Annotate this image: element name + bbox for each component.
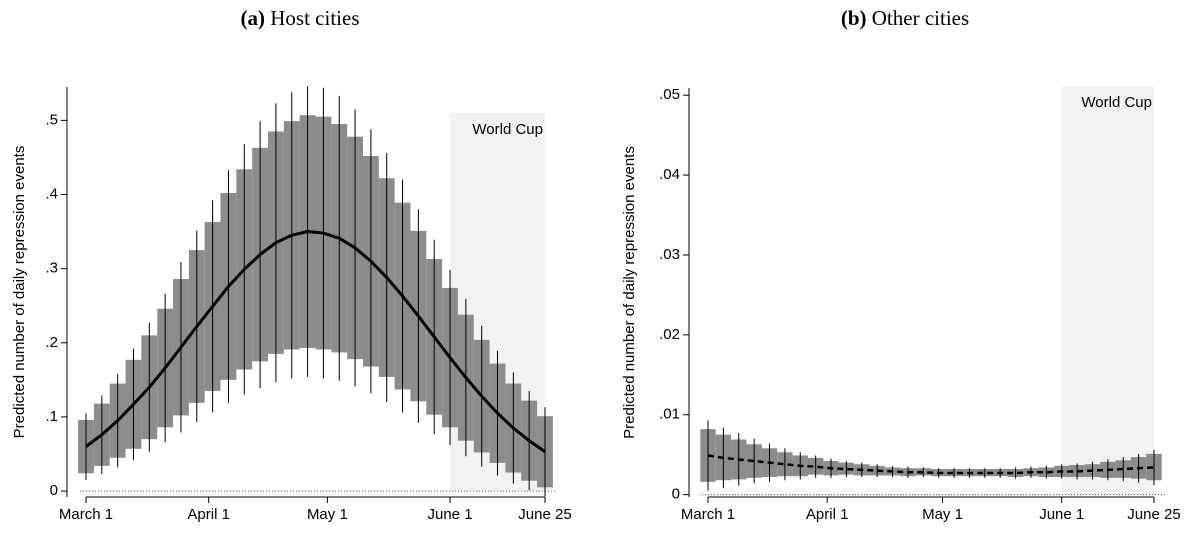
y-tick-label: .03 [659,246,680,263]
x-tick-label: June 25 [518,506,571,523]
y-axis-label: Predicted number of daily repression eve… [11,146,28,439]
annotation: World Cup [472,121,543,138]
x-tick-label: June 25 [1127,506,1180,523]
y-axis-label: Predicted number of daily repression eve… [621,146,638,439]
y-tick-label: .01 [659,406,680,423]
panel-title-text: Other cities [872,6,969,30]
y-tick-label: .4 [45,185,58,202]
world-cup-shade [1061,86,1154,495]
y-tick-label: .1 [45,408,58,425]
x-tick-label: May 1 [922,506,963,523]
y-tick-label: .2 [45,334,58,351]
y-tick-label: 0 [672,486,680,503]
x-tick-label: June 1 [428,506,473,523]
y-tick-label: .05 [659,86,680,103]
x-tick-label: March 1 [681,506,735,523]
annotation: World Cup [1081,94,1152,111]
y-tick-label: .04 [659,166,680,183]
panel-title: (b) Other cities [841,6,969,30]
y-tick-label: 0 [50,482,58,499]
panel-title-text: Host cities [270,6,359,30]
x-tick-label: April 1 [806,506,849,523]
estimate-line [85,230,546,454]
panel-label: (a) [241,6,266,30]
x-tick-label: June 1 [1039,506,1084,523]
estimate-line [707,454,1155,475]
x-tick-label: April 1 [187,506,230,523]
x-tick-label: May 1 [307,506,348,523]
y-tick-label: .02 [659,326,680,343]
panel-label: (b) [841,6,867,30]
x-tick-label: March 1 [59,506,113,523]
y-tick-label: .5 [45,111,58,128]
y-tick-label: .3 [45,260,58,277]
panel-title: (a) Host cities [241,6,360,30]
